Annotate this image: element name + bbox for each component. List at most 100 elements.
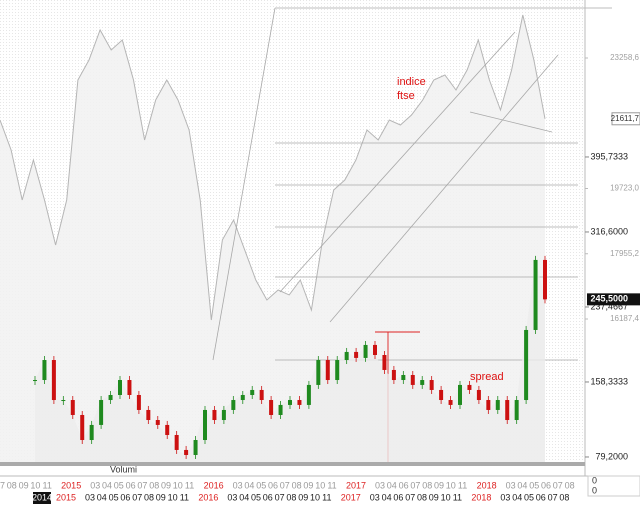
ftse-line — [0, 14, 546, 321]
lower-panel-value: 0 — [592, 475, 597, 485]
candle — [61, 396, 66, 406]
candle-body — [203, 409, 207, 441]
x-tick-label: 03 — [85, 492, 95, 502]
x-tick-label: 11 — [180, 492, 189, 502]
x-tick-label: 06 — [263, 492, 273, 502]
candle-body — [127, 380, 132, 395]
lower-panel-value: 0 — [592, 485, 597, 495]
candle — [118, 376, 122, 399]
candle-body — [467, 384, 472, 390]
x-tick-label: 03 — [375, 480, 385, 490]
x-tick-label: 09 — [429, 492, 439, 502]
x-tick-label: 11 — [458, 480, 467, 490]
x-tick-label: 06 — [120, 492, 130, 502]
candle-body — [269, 400, 274, 415]
x-tick-label: 2016 — [204, 480, 224, 490]
candle-body — [193, 440, 198, 455]
x-tick-label: 10 — [30, 480, 40, 490]
candle-body — [51, 360, 56, 401]
x-tick-label: 04 — [97, 492, 107, 502]
candle — [89, 420, 94, 445]
x-tick-label: 05 — [529, 480, 539, 490]
y2-tick-label: 17955,2 — [610, 249, 639, 258]
candle-body — [410, 374, 415, 385]
candle-body — [354, 351, 359, 358]
candle — [42, 356, 47, 385]
candle — [221, 405, 226, 425]
candle — [306, 380, 311, 409]
y2-last-value-box — [611, 112, 640, 126]
candle-body — [136, 394, 141, 410]
x-tick-label: 11 — [43, 480, 52, 490]
x-tick-label: 05 — [256, 480, 266, 490]
candle — [184, 445, 189, 459]
candle-body — [89, 424, 94, 441]
candle-body — [42, 360, 47, 381]
candle-body — [476, 389, 481, 401]
candle-body — [108, 394, 113, 401]
x-tick-label: 07 — [0, 480, 5, 490]
x-tick-label: 2017 — [346, 480, 366, 490]
candle — [354, 347, 359, 362]
candle — [458, 380, 462, 409]
candle — [505, 396, 510, 425]
candle — [476, 385, 481, 405]
candle — [155, 416, 160, 429]
x-tick-label: 08 — [7, 480, 17, 490]
x-tick-label: 04 — [517, 480, 527, 490]
candle — [250, 385, 255, 399]
volume-separator — [0, 462, 585, 466]
x-tick-label: 08 — [292, 480, 302, 490]
candle — [325, 356, 330, 385]
candle — [146, 405, 151, 425]
candle — [420, 376, 425, 389]
candle — [70, 396, 75, 419]
candle-body — [458, 384, 462, 405]
annotation: indice — [397, 76, 426, 88]
candle — [344, 347, 349, 365]
x-tick-label: 09 — [19, 480, 29, 490]
x-tick-label: 10 — [315, 480, 325, 490]
candle-body — [250, 389, 255, 395]
x-tick-label: 04 — [382, 492, 392, 502]
candle — [240, 390, 245, 405]
x-tick-label: 2017 — [341, 492, 361, 502]
x-tick-label: 06 — [126, 480, 136, 490]
candle — [136, 390, 141, 414]
x-tick-label: 05 — [114, 480, 124, 490]
volume-label: Volumi — [110, 464, 137, 474]
candle — [165, 420, 170, 439]
candle — [127, 376, 132, 399]
x-tick-label: 08 — [417, 492, 427, 502]
x-tick-label: 10 — [310, 492, 320, 502]
x-tick-label: 11 — [327, 480, 336, 490]
candle-body — [306, 384, 311, 405]
candle-body — [448, 400, 453, 405]
candle — [288, 396, 292, 409]
candle-body — [118, 380, 122, 395]
x-tick-label: 2015 — [61, 480, 81, 490]
candle-body — [420, 380, 425, 385]
candle-body — [325, 360, 330, 381]
x-tick-label: 03 — [370, 492, 380, 502]
candle — [467, 380, 472, 394]
x-tick-label: 2015 — [56, 492, 76, 502]
current-year-box — [33, 492, 51, 504]
y-tick-label: 395,7333 — [590, 151, 628, 161]
x-tick-label: 09 — [161, 480, 171, 490]
x-tick-label: 08 — [286, 492, 296, 502]
candle — [231, 396, 236, 414]
candle-body — [382, 354, 387, 370]
candle — [514, 396, 519, 425]
candle — [316, 356, 321, 389]
y2-tick-label: 19723,0 — [610, 184, 639, 193]
annotation: spread — [470, 371, 504, 383]
x-tick-label: 09 — [298, 492, 308, 502]
x-tick-label: 09 — [434, 480, 444, 490]
x-tick-label: 05 — [524, 492, 534, 502]
x-tick-label: 04 — [102, 480, 112, 490]
x-tick-label: 04 — [239, 492, 249, 502]
candle-body — [439, 389, 444, 401]
candle-body — [486, 400, 491, 410]
x-tick-label: 2014 — [32, 492, 52, 502]
